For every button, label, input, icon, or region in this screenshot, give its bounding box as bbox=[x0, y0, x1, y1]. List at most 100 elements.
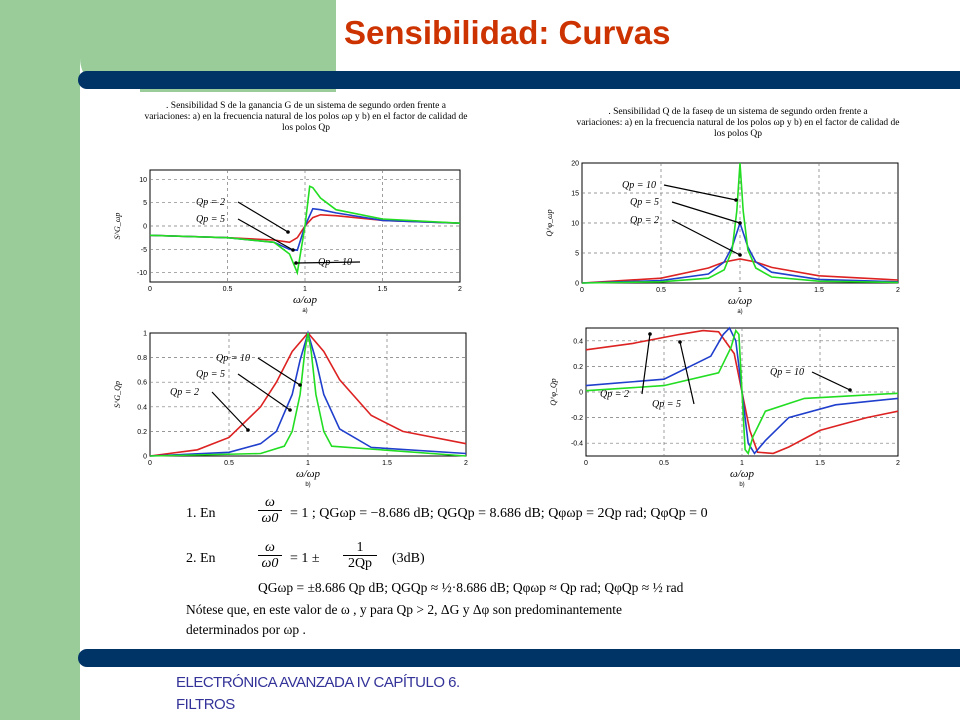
annotation-arrowhead bbox=[246, 428, 250, 432]
bottom-divider-bar bbox=[78, 649, 960, 667]
sub-label: a) bbox=[737, 309, 742, 315]
x-tick-label: 2 bbox=[464, 460, 468, 467]
y-axis-label: S^G_ωp bbox=[113, 213, 122, 240]
y-tick-label: 10 bbox=[139, 177, 147, 184]
x-tick-label: 0 bbox=[148, 460, 152, 467]
x-tick-label: 1 bbox=[306, 460, 310, 467]
left-caption-line3: los polos Qp bbox=[281, 123, 331, 133]
footer-line2: FILTROS bbox=[176, 696, 235, 713]
annotation-arrow bbox=[237, 218, 294, 251]
y-tick-label: 0.2 bbox=[573, 364, 583, 371]
annotation-arrow bbox=[811, 371, 851, 391]
y-tick-label: 0 bbox=[143, 224, 147, 231]
curve-annotation: Qp = 10 bbox=[216, 353, 250, 364]
left-caption-line1: . Sensibilidad S de la ganancia G de un … bbox=[166, 101, 446, 111]
eq2-frac-num: ω bbox=[258, 540, 282, 556]
y-tick-label: 0 bbox=[143, 454, 147, 461]
x-tick-label: 1 bbox=[303, 286, 307, 293]
sub-label: a) bbox=[302, 308, 307, 314]
x-tick-label: 2 bbox=[896, 460, 900, 467]
plot-qphi-qp: 0 0.5 1 1.5 2 0.4 0.2 0 -0.2 -0.4 Qp = 2 Qp = 5 Qp =… bbox=[549, 326, 900, 488]
eq2-prefix: 2. En bbox=[186, 551, 216, 566]
x-axis-label: ω/ωp bbox=[296, 468, 321, 480]
eq2-fraction: ω ω0 bbox=[258, 540, 282, 571]
y-tick-label: 15 bbox=[571, 191, 579, 198]
y-axis-label: Q^φ_ωp bbox=[545, 209, 554, 236]
x-axis-label: ω/ωp bbox=[293, 294, 318, 306]
y-axis-label: S^G_Qp bbox=[113, 381, 122, 408]
plot-qphi-wp: 0 0.5 1 1.5 2 20 15 10 5 0 Qp = 10 Qp = 5 Qp = 2 ω/ωp… bbox=[545, 161, 900, 316]
annotation-arrow bbox=[671, 201, 741, 224]
curve-annotation: Qp = 2 bbox=[170, 387, 199, 398]
curve-annotation: Qp = 5 bbox=[196, 369, 225, 380]
eq2-rfrac-num: 1 bbox=[343, 540, 377, 556]
series-line bbox=[581, 162, 899, 284]
x-tick-label: 1.5 bbox=[815, 460, 825, 467]
annotation-arrow bbox=[663, 184, 737, 201]
annotation-arrow bbox=[641, 333, 651, 395]
y-tick-label: -5 bbox=[141, 247, 147, 254]
y-tick-label: 0.8 bbox=[137, 355, 147, 362]
annotation-arrow bbox=[237, 373, 291, 411]
x-tick-label: 0.5 bbox=[659, 460, 669, 467]
annotation-arrow bbox=[257, 357, 301, 386]
y-tick-label: 1 bbox=[143, 331, 147, 338]
annotation-arrow bbox=[679, 341, 695, 405]
y-tick-label: 0.2 bbox=[137, 429, 147, 436]
curve-annotation: Qp = 10 bbox=[770, 367, 804, 378]
y-tick-label: 0.6 bbox=[137, 380, 147, 387]
x-tick-label: 0.5 bbox=[224, 460, 234, 467]
footer-line1: ELECTRÓNICA AVANZADA IV CAPÍTULO 6. bbox=[176, 674, 460, 691]
x-tick-label: 2 bbox=[896, 287, 900, 294]
annotation-arrow bbox=[237, 201, 289, 233]
eq2-rfraction: 1 2Qp bbox=[343, 540, 377, 571]
annotation-arrowhead bbox=[648, 332, 652, 336]
annotation-arrowhead bbox=[738, 253, 742, 257]
annotation-arrow bbox=[295, 261, 361, 264]
eq3: QGωp = ±8.686 Qp dB; QGQp ≈ ½·8.686 dB; … bbox=[258, 580, 684, 595]
right-caption-line2: variaciones: a) en la frecuencia natural… bbox=[576, 118, 900, 128]
series-line bbox=[149, 331, 467, 457]
left-caption-line2: variaciones: a) en la frecuencia natural… bbox=[144, 112, 468, 122]
y-tick-label: 0.4 bbox=[137, 404, 147, 411]
series-line bbox=[149, 332, 467, 457]
annotation-arrowhead bbox=[286, 230, 290, 234]
y-tick-label: -0.2 bbox=[571, 415, 583, 422]
plot-sg-qp: 0 0.5 1 1.5 2 1 0.8 0.6 0.4 0.2 0 Qp = 10 Qp = 5 Qp =… bbox=[113, 330, 468, 488]
right-caption: . Sensibilidad Q de la faseφ de un siste… bbox=[528, 107, 948, 140]
eq1-frac-num: ω bbox=[258, 495, 282, 511]
curve-annotation: Qp = 2 bbox=[630, 215, 659, 226]
series-line bbox=[149, 330, 467, 457]
y-tick-label: 5 bbox=[575, 251, 579, 258]
annotation-arrowhead bbox=[738, 221, 742, 225]
curve-annotation: Qp = 2 bbox=[600, 389, 629, 400]
y-tick-label: -10 bbox=[137, 270, 147, 277]
y-tick-label: 0 bbox=[575, 281, 579, 288]
sub-label: b) bbox=[305, 482, 310, 488]
eq2-body: = 1 ± bbox=[290, 551, 320, 566]
top-divider-bar bbox=[78, 71, 960, 89]
annotation-arrowhead bbox=[678, 340, 682, 344]
note-line1: Nótese que, en este valor de ω , y para … bbox=[186, 602, 623, 617]
series-line bbox=[581, 258, 899, 284]
curve-annotation: Qp = 5 bbox=[196, 214, 225, 225]
left-green-panel bbox=[0, 0, 80, 720]
eq2-rfrac-den: 2Qp bbox=[347, 556, 373, 571]
left-caption: . Sensibilidad S de la ganancia G de un … bbox=[94, 101, 518, 134]
eq2-frac-den: ω0 bbox=[261, 556, 279, 571]
x-tick-label: 0.5 bbox=[656, 287, 666, 294]
slide-title: Sensibilidad: Curvas bbox=[344, 14, 671, 51]
curve-annotation: Qp = 5 bbox=[652, 399, 681, 410]
note-line2: determinados por ωp . bbox=[186, 622, 306, 637]
series-line bbox=[585, 328, 899, 456]
x-tick-label: 1.5 bbox=[382, 460, 392, 467]
y-tick-label: 5 bbox=[143, 200, 147, 207]
right-caption-line3: los polos Qp bbox=[713, 129, 763, 139]
x-axis-label: ω/ωp bbox=[730, 468, 755, 480]
curve-annotation: Qp = 2 bbox=[196, 197, 225, 208]
sub-label: b) bbox=[739, 482, 744, 488]
y-tick-label: -0.4 bbox=[571, 441, 583, 448]
x-axis-label: ω/ωp bbox=[728, 295, 753, 307]
eq1-prefix: 1. En bbox=[186, 506, 216, 521]
